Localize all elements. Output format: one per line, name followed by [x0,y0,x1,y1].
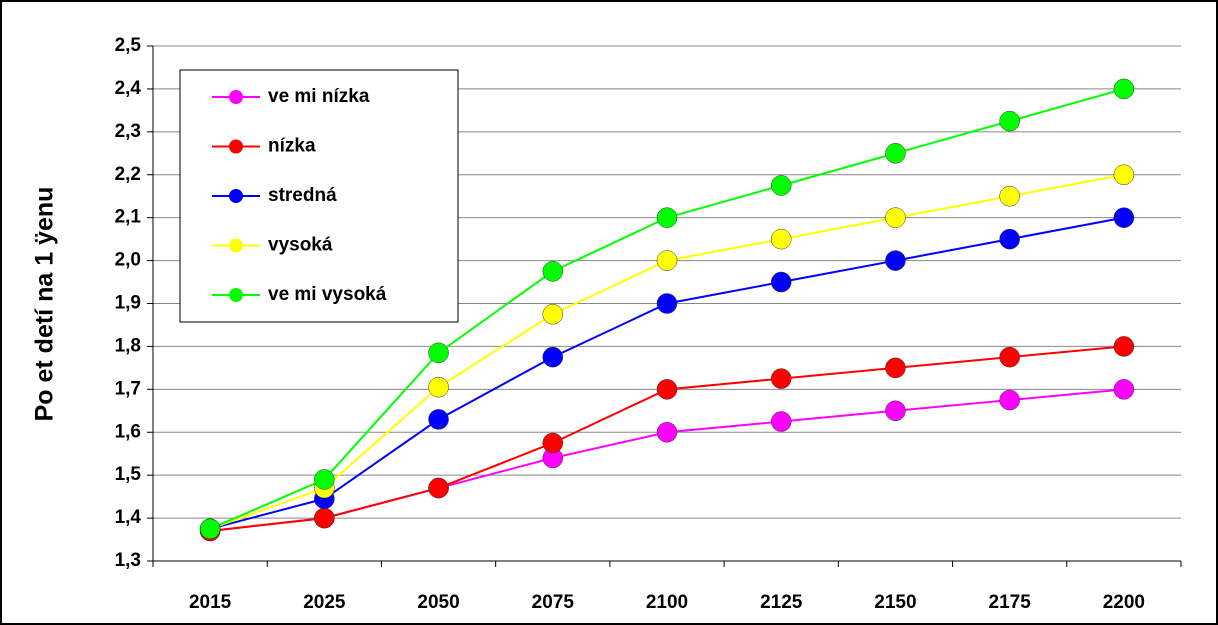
data-point [428,376,449,398]
data-point [999,110,1020,132]
data-point [885,207,906,228]
x-tick-label: 2015 [189,592,232,613]
x-tick-label: 2175 [989,592,1032,613]
y-tick-label: 2,5 [115,35,142,56]
y-tick-label: 2,3 [115,121,141,142]
y-tick-label: 1,4 [115,507,142,528]
data-point [656,250,678,271]
y-tick-label: 1,6 [115,421,141,442]
data-point [542,346,564,368]
x-tick-label: 2100 [646,592,688,613]
data-point [885,143,906,164]
y-tick-label: 1,8 [115,335,141,356]
data-point [199,518,221,540]
data-point [656,207,678,228]
data-point [999,346,1020,368]
data-point [656,379,678,400]
y-tick-label: 2,1 [115,207,142,228]
data-point [770,175,792,196]
y-tick-label: 2,2 [115,164,141,185]
x-tick-label: 2025 [303,592,346,613]
legend-label: ve mi nízka [268,86,370,107]
data-point [314,469,335,490]
data-point [314,507,335,529]
y-tick-label: 2,0 [115,250,141,271]
data-point [999,389,1020,411]
data-point [428,409,449,430]
legend-marker [229,189,243,203]
data-point [542,303,564,325]
data-point [885,400,906,422]
data-point [770,411,792,432]
y-tick-label: 1,5 [115,464,142,485]
legend-marker [229,139,243,154]
legend-label: ve mi vysoká [268,284,387,305]
data-point [1113,207,1135,228]
legend-label: vysoká [268,235,333,256]
x-tick-label: 2200 [1103,592,1145,613]
y-axis-label: Po et detí na 1 ÿenu [31,187,59,422]
y-tick-label: 1,3 [115,550,141,571]
x-tick-label: 2125 [760,592,803,613]
x-tick-label: 2150 [874,592,916,613]
data-point [1113,164,1135,185]
x-tick-label: 2075 [532,592,575,613]
data-point [770,368,792,389]
data-point [428,477,449,499]
legend-marker [229,288,243,302]
data-point [428,342,449,364]
data-point [999,185,1020,207]
legend-marker [229,238,243,253]
data-point [542,261,564,282]
data-point [885,357,906,379]
data-point [999,228,1020,250]
data-point [770,271,792,293]
x-tick-label: 2050 [417,592,459,613]
data-point [770,228,792,250]
legend-label: nízka [268,136,316,157]
y-tick-label: 1,7 [115,378,141,399]
legend-label: stredná [268,185,337,206]
y-tick-label: 1,9 [115,293,141,314]
data-point [1113,336,1135,357]
data-point [542,432,564,454]
data-point [656,293,678,314]
data-point [656,422,678,443]
data-point [1113,78,1135,100]
y-tick-label: 2,4 [115,78,142,99]
data-point [885,250,906,271]
data-point [1113,379,1135,400]
legend-marker [229,90,243,104]
